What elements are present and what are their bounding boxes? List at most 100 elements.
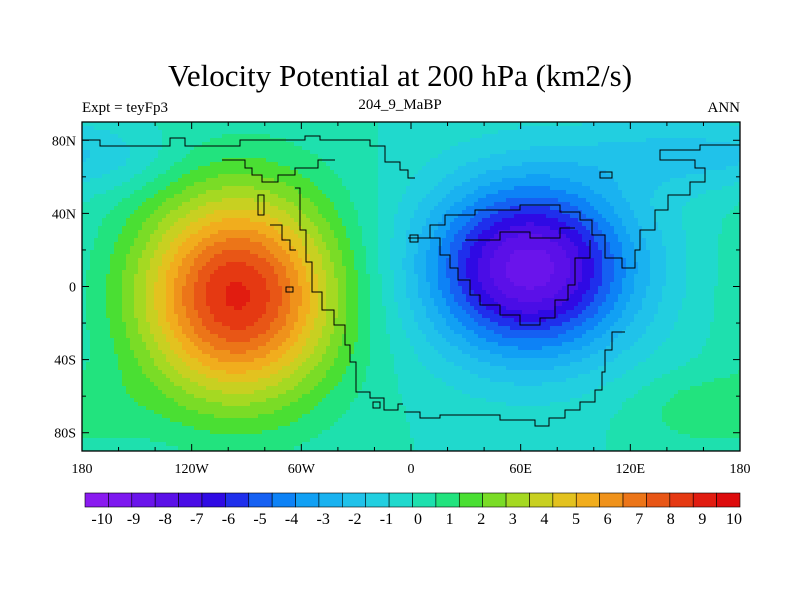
field-cell (130, 198, 135, 203)
field-cell (522, 142, 527, 147)
field-cell (150, 174, 155, 179)
field-cell (234, 142, 239, 147)
field-cell (302, 130, 307, 135)
field-cell (458, 154, 463, 159)
field-cell (542, 226, 547, 231)
field-cell (354, 126, 359, 131)
field-cell (646, 194, 651, 199)
field-cell (302, 194, 307, 199)
field-cell (270, 170, 275, 175)
field-cell (306, 194, 311, 199)
field-cell (430, 222, 435, 227)
field-cell (642, 238, 647, 243)
field-cell (430, 166, 435, 171)
field-cell (714, 214, 719, 219)
field-cell (210, 170, 215, 175)
field-cell (722, 130, 727, 135)
field-cell (358, 202, 363, 207)
field-cell (686, 198, 691, 203)
field-cell (430, 230, 435, 235)
field-cell (574, 130, 579, 135)
field-cell (670, 162, 675, 167)
field-cell (126, 194, 131, 199)
field-cell (326, 210, 331, 215)
field-cell (726, 126, 731, 131)
field-cell (286, 150, 291, 155)
field-cell (150, 138, 155, 143)
field-cell (222, 174, 227, 179)
field-cell (526, 178, 531, 183)
field-cell (642, 182, 647, 187)
field-cell (210, 190, 215, 195)
field-cell (574, 162, 579, 167)
field-cell (346, 154, 351, 159)
field-cell (378, 234, 383, 239)
field-cell (322, 210, 327, 215)
field-cell (618, 186, 623, 191)
field-cell (662, 142, 667, 147)
field-cell (358, 194, 363, 199)
field-cell (538, 190, 543, 195)
field-cell (450, 178, 455, 183)
field-cell (690, 162, 695, 167)
field-cell (374, 230, 379, 235)
field-cell (82, 238, 87, 243)
field-cell (682, 218, 687, 223)
field-cell (534, 234, 539, 239)
field-cell (466, 170, 471, 175)
field-cell (138, 142, 143, 147)
field-cell (698, 134, 703, 139)
field-cell (206, 238, 211, 243)
field-cell (478, 154, 483, 159)
field-cell (150, 134, 155, 139)
field-cell (410, 170, 415, 175)
field-cell (434, 130, 439, 135)
field-cell (178, 150, 183, 155)
field-cell (330, 222, 335, 227)
field-cell (634, 214, 639, 219)
field-cell (290, 150, 295, 155)
field-cell (358, 182, 363, 187)
field-cell (482, 130, 487, 135)
field-cell (302, 230, 307, 235)
field-cell (666, 126, 671, 131)
field-cell (622, 162, 627, 167)
field-cell (98, 222, 103, 227)
field-cell (346, 126, 351, 131)
field-cell (534, 166, 539, 171)
field-cell (170, 138, 175, 143)
field-cell (338, 154, 343, 159)
field-cell (102, 222, 107, 227)
field-cell (202, 226, 207, 231)
field-cell (586, 174, 591, 179)
field-cell (194, 206, 199, 211)
field-cell (378, 122, 383, 127)
field-cell (290, 154, 295, 159)
field-cell (498, 170, 503, 175)
field-cell (154, 154, 159, 159)
field-cell (214, 242, 219, 247)
field-cell (334, 142, 339, 147)
field-cell (690, 214, 695, 219)
field-cell (574, 158, 579, 163)
field-cell (722, 226, 727, 231)
field-cell (422, 126, 427, 131)
field-cell (666, 238, 671, 243)
field-cell (266, 158, 271, 163)
field-cell (258, 182, 263, 187)
field-cell (146, 178, 151, 183)
field-cell (158, 194, 163, 199)
field-cell (714, 122, 719, 127)
field-cell (350, 178, 355, 183)
field-cell (242, 218, 247, 223)
field-cell (678, 210, 683, 215)
field-cell (90, 142, 95, 147)
field-cell (450, 234, 455, 239)
field-cell (710, 210, 715, 215)
field-cell (110, 150, 115, 155)
field-cell (410, 186, 415, 191)
field-cell (222, 214, 227, 219)
field-cell (694, 126, 699, 131)
field-cell (210, 130, 215, 135)
field-cell (278, 170, 283, 175)
